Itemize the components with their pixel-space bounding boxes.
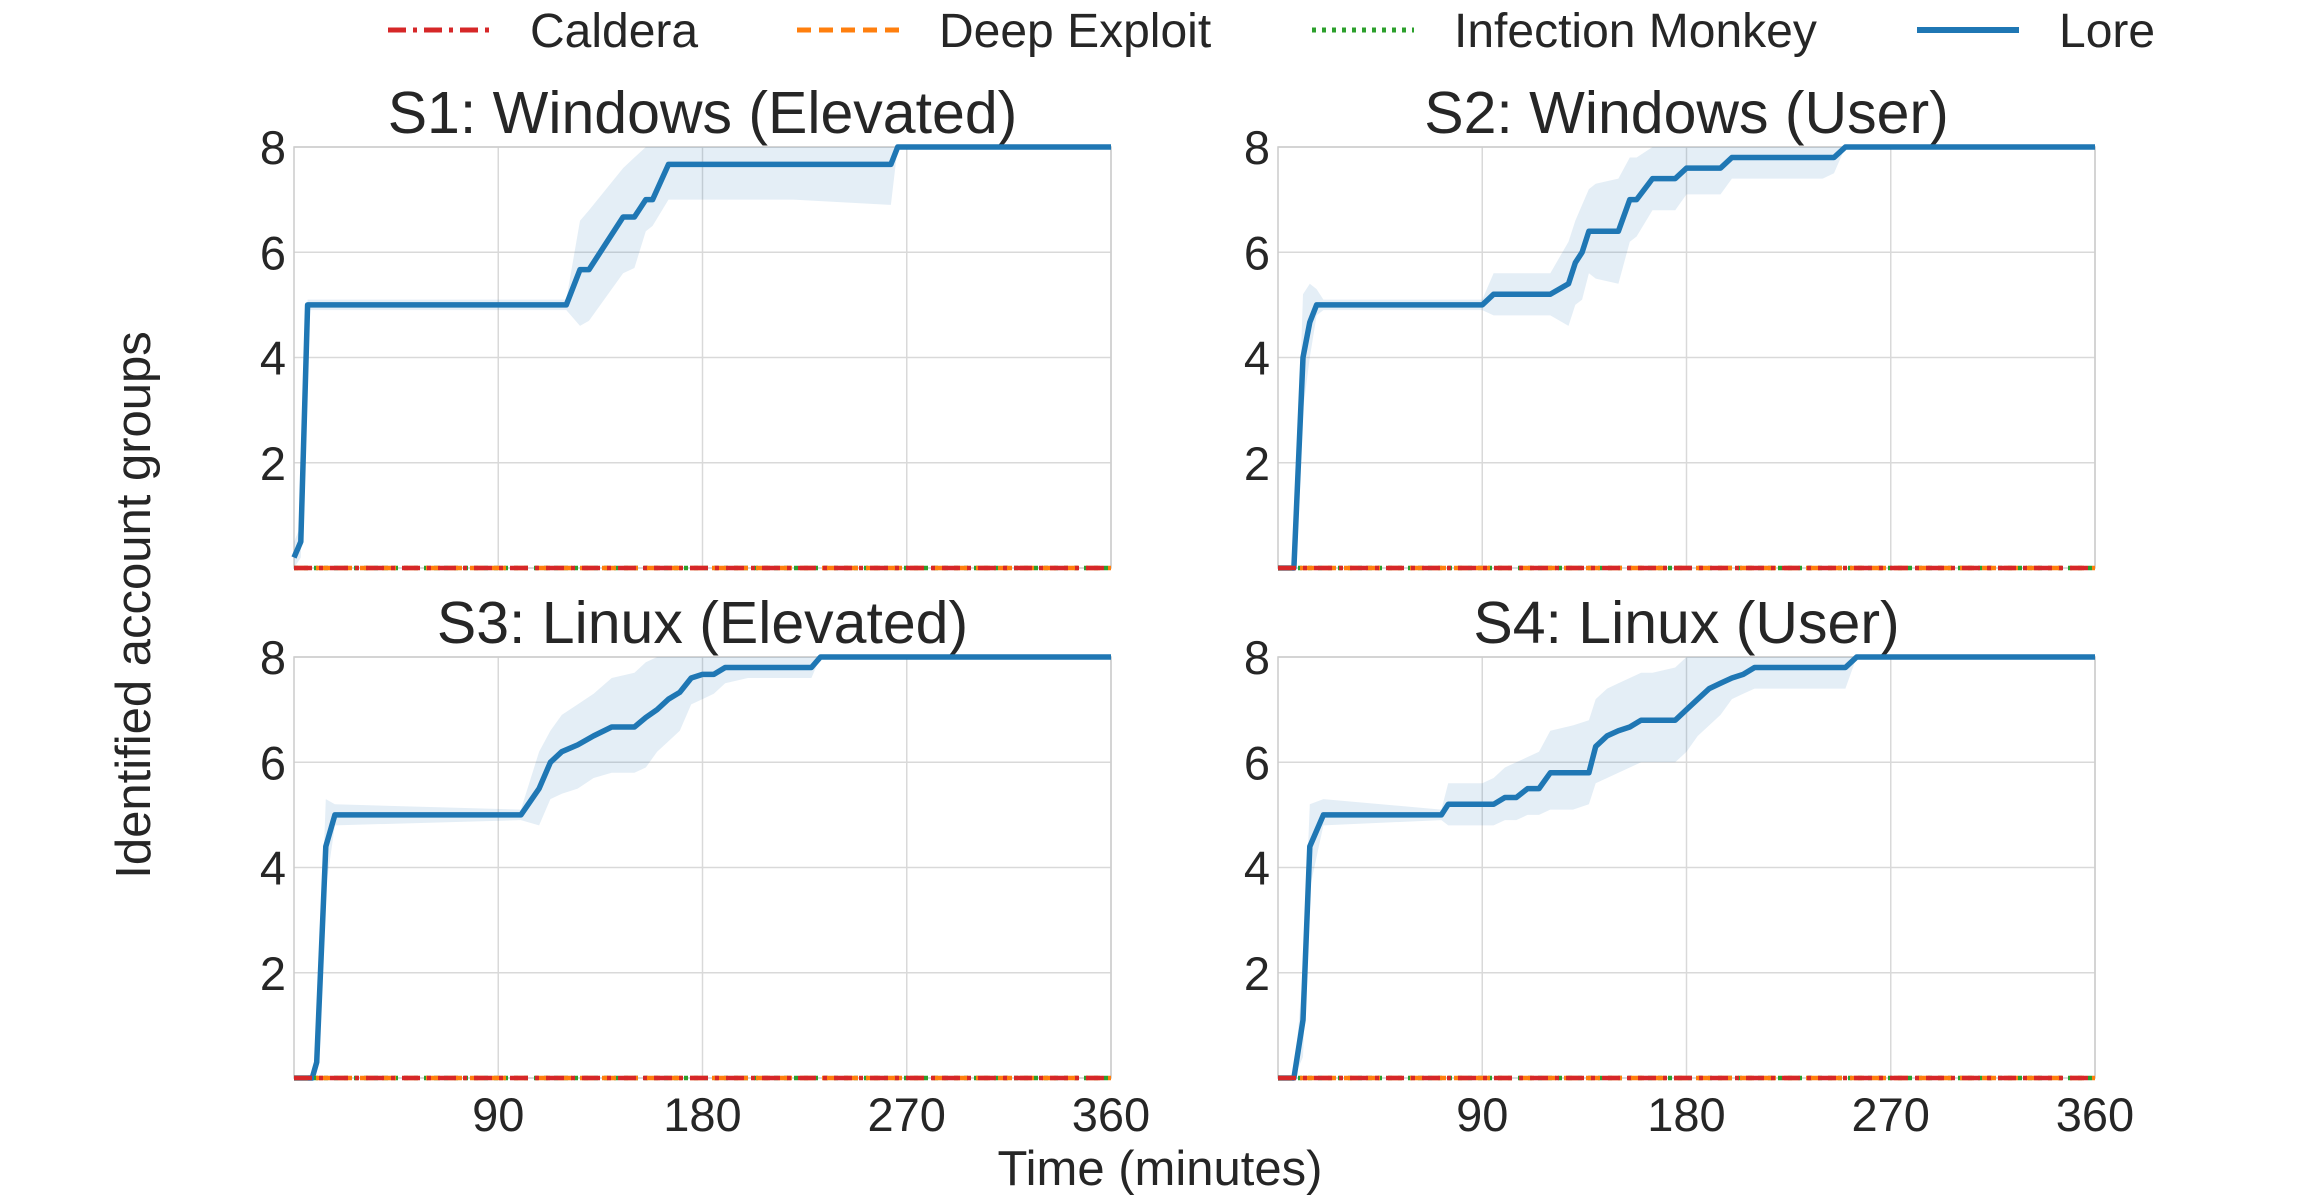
panel-3: S3: Linux (Elevated) 2 4 6 8 90 180 270 360: [260, 590, 1150, 1141]
y-tick-label: 8: [260, 121, 286, 174]
series-line-lore: [291, 144, 1111, 559]
y-tick-label: 2: [260, 947, 286, 1000]
y-tick-label: 8: [1244, 121, 1270, 174]
panel-2: S2: Windows (User) 2 4 6 8: [1244, 80, 2096, 571]
series-line-lore: [294, 654, 1111, 1081]
y-tick-label: 2: [260, 437, 286, 490]
y-tick-label: 6: [1244, 226, 1270, 279]
x-tick-label: 90: [1456, 1088, 1508, 1141]
y-tick-label: 4: [1244, 842, 1270, 895]
series-band-lore: [1278, 657, 2095, 1078]
panel-1: S1: Windows (Elevated) 2 4 6 8: [260, 80, 1112, 571]
x-axis-label: Time (minutes): [998, 1142, 1323, 1196]
legend-item-deep-exploit: Deep Exploit: [797, 5, 1211, 58]
y-tick-label: 6: [260, 226, 286, 279]
legend-label-deep-exploit: Deep Exploit: [939, 5, 1211, 58]
panel-title: S4: Linux (User): [1473, 590, 1899, 656]
x-tick-label: 180: [663, 1088, 741, 1141]
y-axis-label: Identified account groups: [107, 331, 161, 879]
series-line-lore: [1278, 654, 2095, 1081]
panel-title: S3: Linux (Elevated): [437, 590, 968, 656]
legend-item-infection-monkey: Infection Monkey: [1312, 5, 1817, 58]
y-tick-label: 4: [260, 842, 286, 895]
y-tick-label: 2: [1244, 437, 1270, 490]
legend-item-caldera: Caldera: [388, 5, 698, 58]
y-tick-label: 4: [1244, 332, 1270, 385]
x-tick-label: 270: [868, 1088, 946, 1141]
x-tick-label: 180: [1647, 1088, 1725, 1141]
y-tick-label: 8: [1244, 631, 1270, 684]
legend-label-infection-monkey: Infection Monkey: [1454, 5, 1817, 58]
legend-label-caldera: Caldera: [530, 5, 698, 58]
legend-item-lore: Lore: [1917, 5, 2155, 58]
x-tick-label: 90: [472, 1088, 524, 1141]
y-tick-label: 4: [260, 332, 286, 385]
x-tick-label: 360: [2056, 1088, 2134, 1141]
x-tick-label: 360: [1072, 1088, 1150, 1141]
y-tick-label: 6: [1244, 736, 1270, 789]
legend: Caldera Deep Exploit Infection Monkey Lore: [388, 5, 2155, 58]
y-tick-label: 8: [260, 631, 286, 684]
y-tick-label: 6: [260, 736, 286, 789]
y-tick-label: 2: [1244, 947, 1270, 1000]
legend-label-lore: Lore: [2059, 5, 2155, 58]
panel-title: S1: Windows (Elevated): [388, 80, 1018, 146]
panel-4: S4: Linux (User) 2 4 6 8 90 180 270 360: [1244, 590, 2134, 1141]
series-line-lore: [1278, 144, 2095, 571]
panel-title: S2: Windows (User): [1424, 80, 1949, 146]
x-tick-label: 270: [1852, 1088, 1930, 1141]
